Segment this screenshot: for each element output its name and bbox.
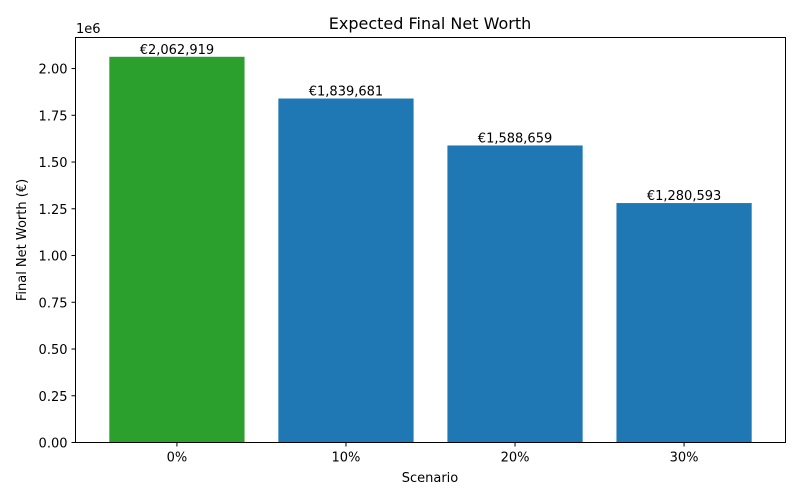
x-axis-label: Scenario <box>402 471 459 486</box>
y-tick-label: 1.00 <box>39 250 68 265</box>
y-tick-label: 2.00 <box>39 63 68 78</box>
y-offset-label: 1e6 <box>76 22 101 37</box>
y-tick-label: 0.00 <box>39 437 68 452</box>
x-tick-label: 20% <box>501 451 530 466</box>
bar-10% <box>278 98 414 443</box>
x-tick-label: 0% <box>167 451 188 466</box>
data-label: €2,062,919 <box>140 43 214 58</box>
bar-20% <box>447 145 583 443</box>
bar-0% <box>109 56 245 443</box>
plot-frame <box>75 37 786 443</box>
chart-title: Expected Final Net Worth <box>329 14 532 33</box>
y-tick-label: 0.25 <box>39 390 68 405</box>
y-tick-label: 1.25 <box>39 203 68 218</box>
x-tick-label: 30% <box>670 451 699 466</box>
data-label: €1,839,681 <box>309 85 383 100</box>
y-tick-label: 1.50 <box>39 156 68 171</box>
y-tick-label: 0.75 <box>39 296 68 311</box>
y-tick-label: 1.75 <box>39 109 68 124</box>
y-axis-label: Final Net Worth (€) <box>15 179 30 301</box>
data-label: €1,588,659 <box>478 131 552 146</box>
y-tick-label: 0.50 <box>39 343 68 358</box>
bar-30% <box>616 203 752 443</box>
x-tick-label: 10% <box>332 451 361 466</box>
data-label: €1,280,593 <box>647 189 721 204</box>
